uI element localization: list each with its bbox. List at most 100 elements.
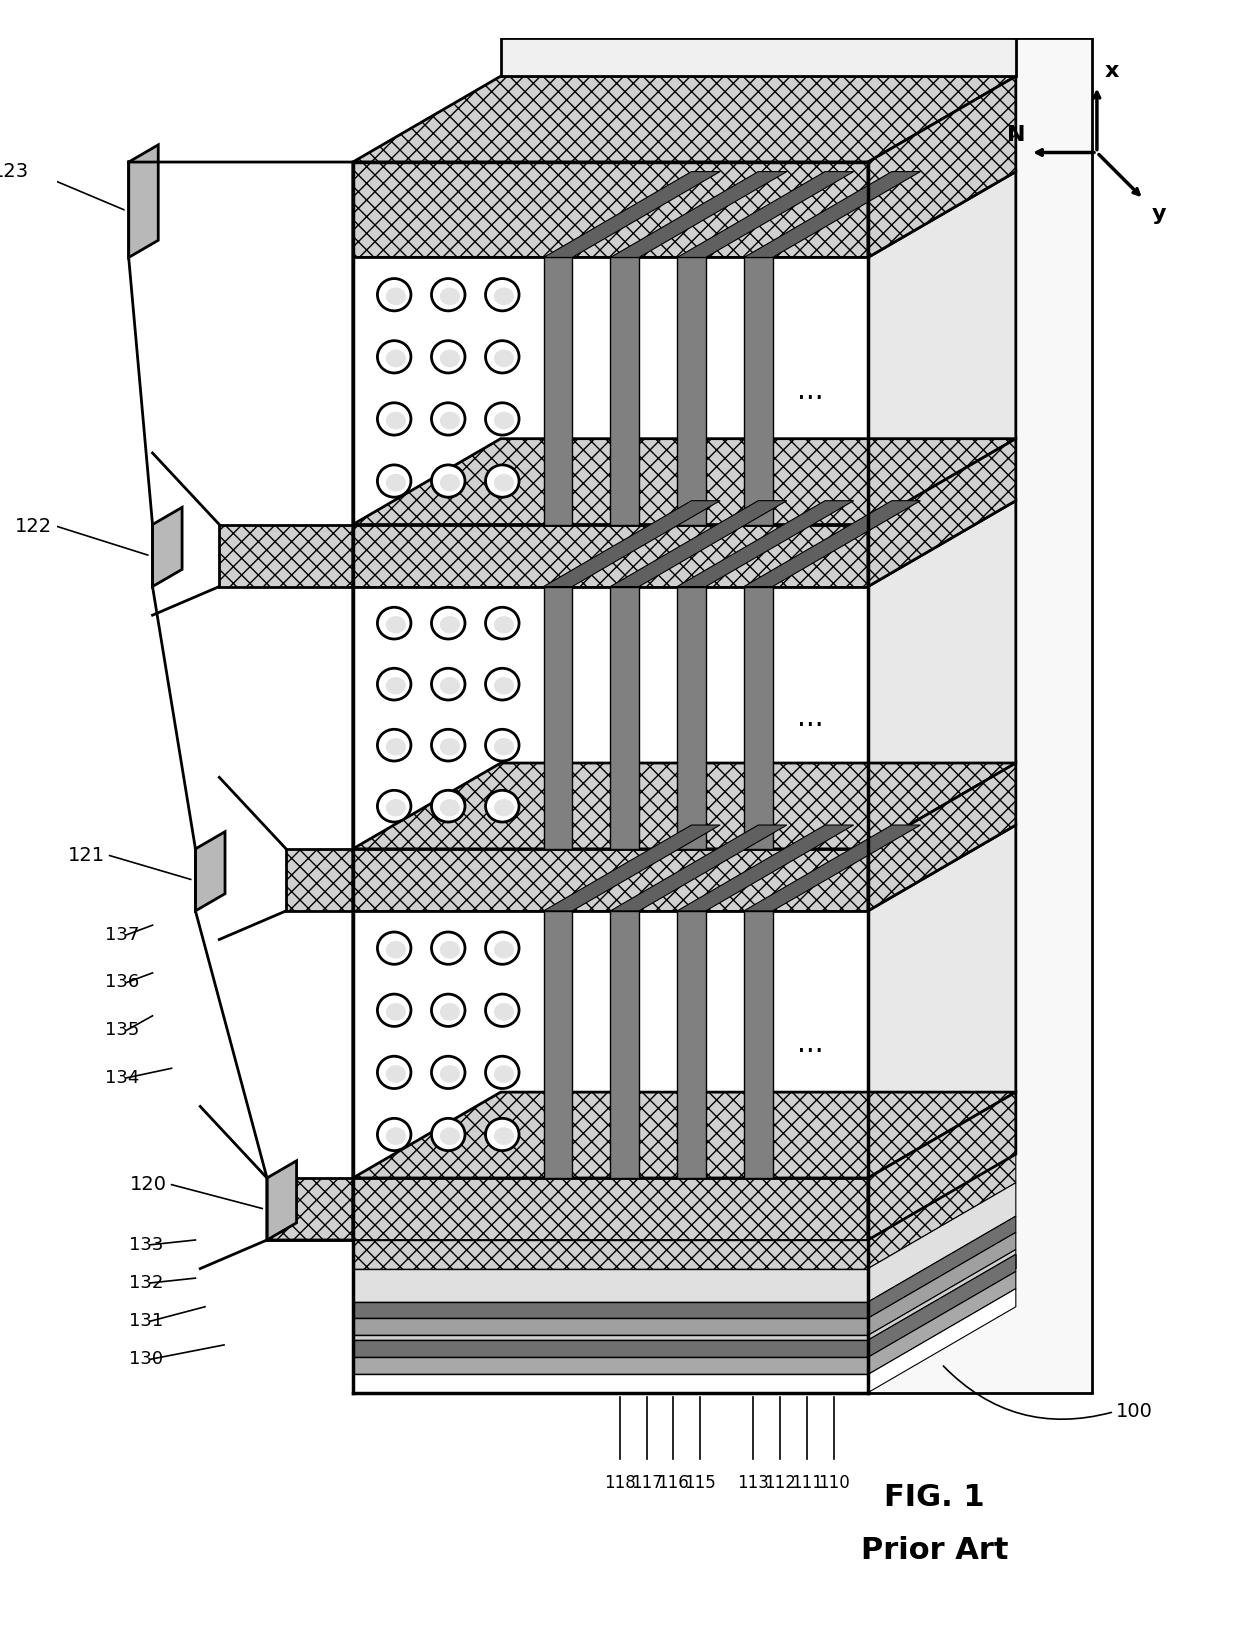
Ellipse shape: [432, 791, 465, 822]
Polygon shape: [868, 1289, 1016, 1392]
Ellipse shape: [377, 1057, 410, 1088]
Ellipse shape: [432, 730, 465, 761]
Ellipse shape: [494, 677, 515, 695]
Text: 133: 133: [129, 1235, 162, 1253]
Ellipse shape: [440, 799, 460, 817]
Polygon shape: [286, 849, 353, 911]
Polygon shape: [610, 500, 787, 586]
Polygon shape: [744, 172, 920, 258]
Ellipse shape: [486, 994, 520, 1027]
Text: 115: 115: [684, 1474, 715, 1493]
Polygon shape: [744, 500, 920, 586]
Text: ...: ...: [797, 1030, 825, 1058]
Ellipse shape: [486, 1057, 520, 1088]
Polygon shape: [868, 38, 1092, 1392]
Polygon shape: [677, 911, 706, 1177]
Text: 136: 136: [105, 974, 139, 991]
Polygon shape: [868, 439, 1016, 586]
Polygon shape: [543, 172, 720, 258]
Polygon shape: [543, 826, 720, 911]
Ellipse shape: [432, 466, 465, 497]
Polygon shape: [868, 1232, 1016, 1336]
Polygon shape: [543, 258, 572, 525]
Ellipse shape: [377, 340, 410, 373]
Ellipse shape: [440, 474, 460, 492]
Text: 130: 130: [129, 1351, 162, 1369]
Polygon shape: [353, 1240, 868, 1268]
Ellipse shape: [377, 466, 410, 497]
Ellipse shape: [432, 1057, 465, 1088]
Text: 135: 135: [105, 1020, 139, 1038]
Ellipse shape: [494, 474, 515, 492]
Text: y: y: [1151, 205, 1166, 225]
Ellipse shape: [432, 340, 465, 373]
Polygon shape: [353, 1336, 868, 1354]
Ellipse shape: [494, 1004, 515, 1020]
Polygon shape: [868, 826, 1016, 1177]
Polygon shape: [543, 586, 572, 849]
Polygon shape: [610, 172, 787, 258]
Polygon shape: [353, 911, 868, 1177]
Polygon shape: [353, 763, 1016, 849]
Polygon shape: [677, 826, 853, 911]
Ellipse shape: [377, 403, 410, 436]
Text: 113: 113: [738, 1474, 770, 1493]
Polygon shape: [353, 525, 868, 586]
Polygon shape: [267, 1177, 353, 1240]
Polygon shape: [744, 826, 920, 911]
Text: 132: 132: [129, 1275, 162, 1293]
Ellipse shape: [386, 799, 405, 817]
Polygon shape: [868, 172, 1016, 525]
Ellipse shape: [386, 474, 405, 492]
Polygon shape: [353, 586, 868, 849]
Text: 117: 117: [631, 1474, 662, 1493]
Ellipse shape: [486, 608, 520, 639]
Ellipse shape: [432, 608, 465, 639]
Text: 134: 134: [105, 1068, 139, 1086]
Ellipse shape: [486, 340, 520, 373]
Ellipse shape: [494, 350, 515, 367]
Polygon shape: [868, 1255, 1016, 1354]
Polygon shape: [868, 1255, 1016, 1357]
Ellipse shape: [486, 466, 520, 497]
Ellipse shape: [386, 616, 405, 634]
Ellipse shape: [494, 1065, 515, 1083]
Polygon shape: [868, 1091, 1016, 1240]
Polygon shape: [353, 162, 868, 258]
Polygon shape: [353, 1177, 868, 1240]
Text: 100: 100: [1116, 1402, 1153, 1422]
Polygon shape: [353, 849, 868, 911]
Ellipse shape: [486, 279, 520, 310]
Polygon shape: [677, 500, 853, 586]
Polygon shape: [353, 76, 1016, 162]
Polygon shape: [543, 911, 572, 1177]
Ellipse shape: [440, 677, 460, 695]
Text: ...: ...: [797, 376, 825, 404]
Ellipse shape: [432, 933, 465, 964]
Ellipse shape: [386, 287, 405, 305]
Ellipse shape: [386, 411, 405, 429]
Ellipse shape: [440, 616, 460, 634]
Ellipse shape: [440, 1128, 460, 1146]
Ellipse shape: [432, 669, 465, 700]
Polygon shape: [868, 5, 1092, 38]
Ellipse shape: [377, 730, 410, 761]
Ellipse shape: [486, 1118, 520, 1151]
Text: x: x: [1105, 61, 1118, 81]
Text: N: N: [1007, 125, 1025, 145]
Text: 118: 118: [604, 1474, 636, 1493]
Ellipse shape: [386, 738, 405, 756]
Ellipse shape: [377, 791, 410, 822]
Ellipse shape: [486, 791, 520, 822]
Ellipse shape: [432, 1118, 465, 1151]
Text: 116: 116: [657, 1474, 689, 1493]
Polygon shape: [196, 832, 224, 911]
Polygon shape: [153, 507, 182, 586]
Polygon shape: [610, 911, 639, 1177]
Polygon shape: [129, 145, 159, 258]
Polygon shape: [353, 1268, 868, 1303]
Polygon shape: [353, 439, 1016, 525]
Polygon shape: [353, 1317, 868, 1336]
Ellipse shape: [432, 403, 465, 436]
Ellipse shape: [386, 1128, 405, 1146]
